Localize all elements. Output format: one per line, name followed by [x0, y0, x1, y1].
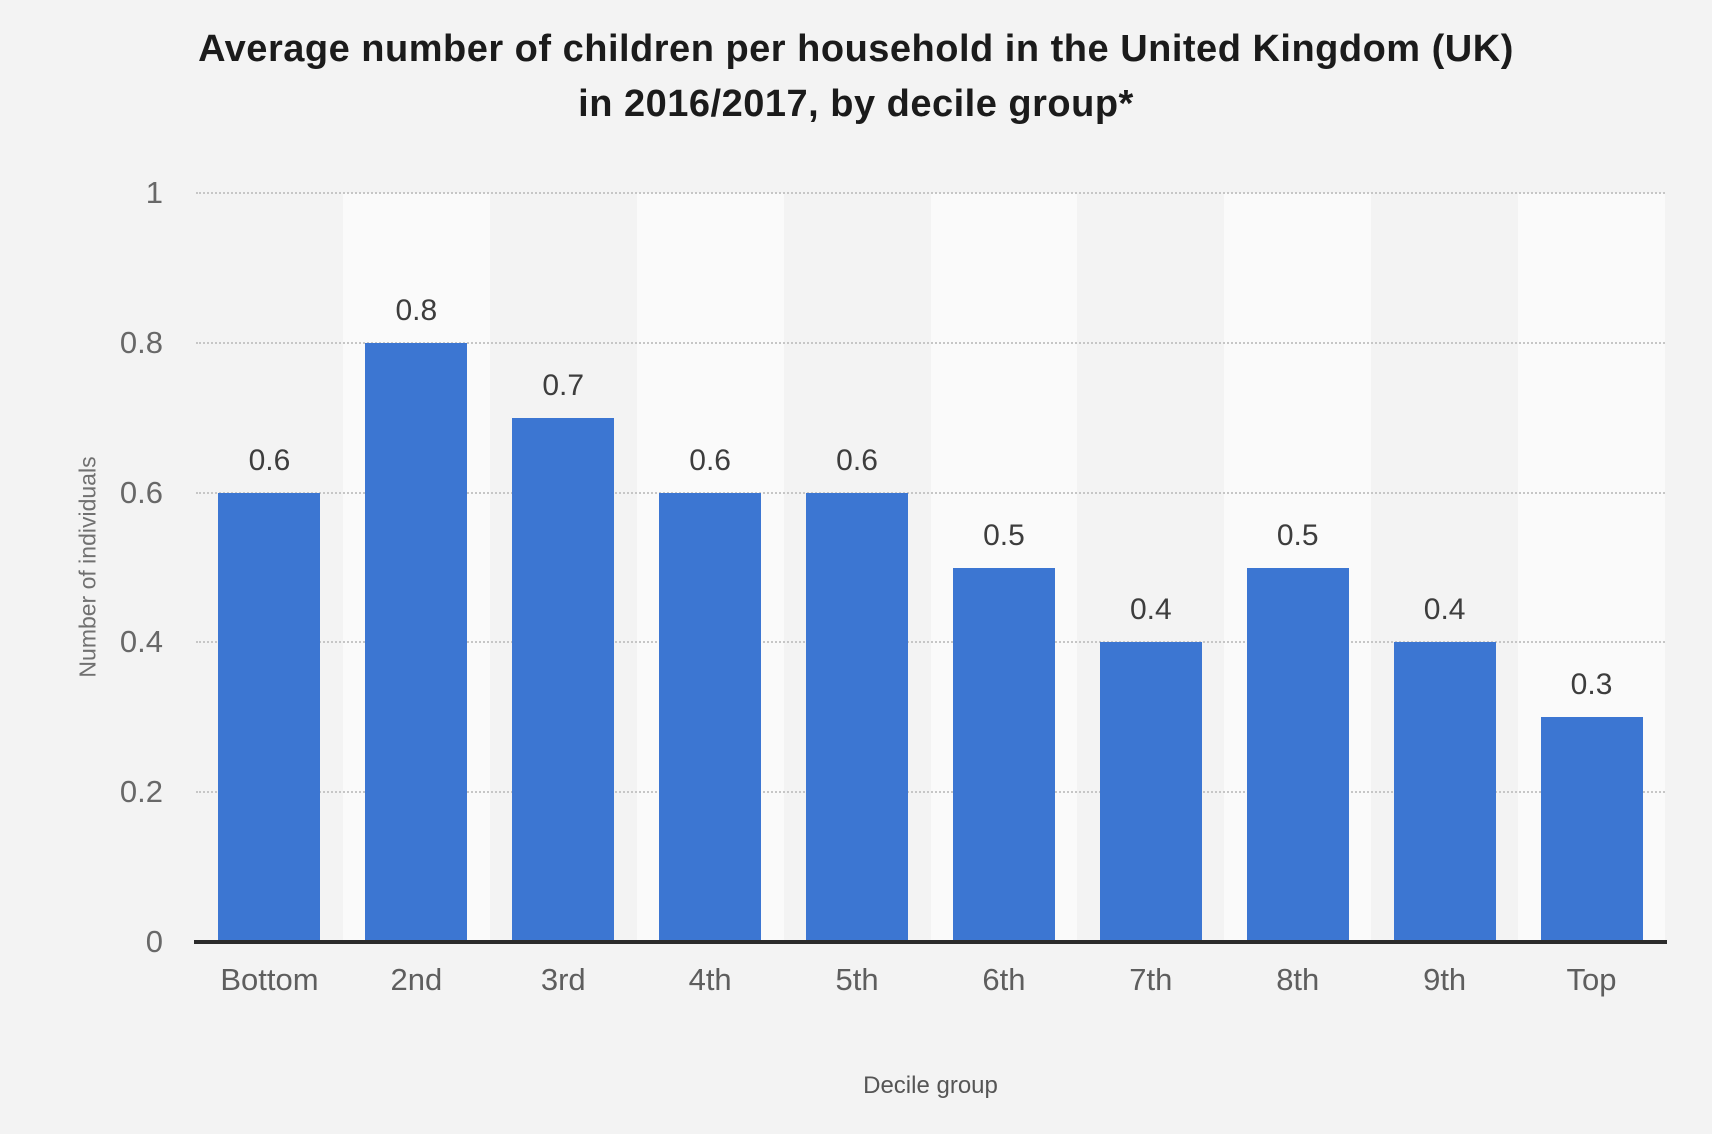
x-axis-title: Decile group	[863, 1072, 998, 1099]
bar-value-label: 0.6	[836, 443, 878, 477]
bar	[1540, 717, 1643, 942]
bar-value-label: 0.8	[395, 293, 438, 327]
bar	[218, 492, 321, 942]
plot-area: 0.6 0.8 0.7 0.6 0.6 0.5 0.4 0.5 0.4 0.3	[194, 192, 1667, 944]
y-tick-label: 0.8	[119, 324, 163, 360]
x-tick-label: 5th	[835, 962, 879, 997]
x-axis-line	[194, 940, 1667, 944]
y-tick-label: 0.6	[119, 474, 163, 510]
bar-value-label: 0.5	[983, 518, 1025, 552]
bar	[512, 417, 615, 942]
chart-title-line1: Average number of children per household…	[198, 28, 1514, 70]
gridline	[196, 791, 1665, 794]
gridline	[196, 641, 1665, 644]
chart-title-line2: in 2016/2017, by decile group*	[578, 83, 1134, 125]
bar-value-label: 0.4	[1423, 593, 1466, 627]
x-tick-label: Bottom	[220, 962, 319, 997]
x-tick-label: 7th	[1129, 962, 1173, 997]
gridline	[196, 341, 1665, 344]
x-tick-label: 8th	[1276, 962, 1320, 997]
x-tick-label: 6th	[982, 962, 1026, 997]
y-tick-label: 0.2	[119, 774, 163, 810]
bar-value-label: 0.7	[542, 368, 585, 402]
bar	[365, 342, 468, 942]
bar	[659, 492, 762, 942]
bar-value-label: 0.4	[1129, 593, 1172, 627]
bar-value-label: 0.6	[248, 443, 291, 477]
y-tick-label: 0.4	[119, 624, 163, 660]
x-tick-label: Top	[1566, 962, 1617, 997]
bar-value-label: 0.3	[1570, 668, 1613, 702]
bar	[1393, 642, 1496, 942]
bar	[952, 567, 1055, 942]
x-tick-label: 2nd	[390, 962, 443, 997]
bar-value-label: 0.5	[1276, 518, 1319, 552]
bar-value-label: 0.6	[689, 443, 731, 477]
bar	[1099, 642, 1202, 942]
gridline	[196, 192, 1665, 194]
y-tick-label: 0	[145, 924, 163, 959]
x-tick-label: 9th	[1423, 962, 1467, 997]
x-tick-label: 4th	[688, 962, 732, 997]
bar	[1246, 567, 1349, 942]
bar	[806, 492, 909, 942]
gridline	[196, 491, 1665, 494]
y-tick-label: 1	[145, 175, 163, 210]
y-axis-title: Number of individuals	[74, 456, 101, 678]
x-tick-label: 3rd	[540, 962, 586, 997]
chart-title: Average number of children per household…	[0, 22, 1712, 132]
